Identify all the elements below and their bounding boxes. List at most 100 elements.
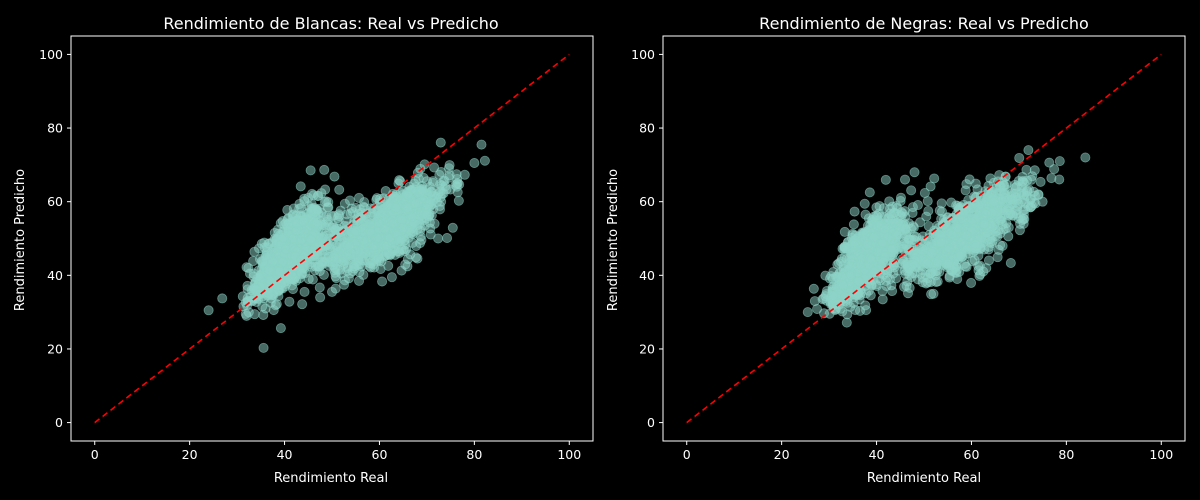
scatter-point: [305, 165, 316, 176]
scatter-point: [416, 234, 427, 245]
scatter-point: [926, 248, 937, 259]
scatter-point: [907, 207, 918, 218]
scatter-point: [860, 209, 871, 220]
scatter-point: [419, 159, 430, 170]
scatter-point: [283, 213, 294, 224]
scatter-point: [879, 224, 890, 235]
x-tick-label: 0: [91, 447, 99, 462]
y-tick-label: 100: [39, 47, 63, 62]
scatter-point: [960, 185, 971, 196]
scatter-point: [344, 241, 355, 252]
scatter-point: [364, 261, 375, 272]
scatter-point: [365, 227, 376, 238]
y-tick-label: 100: [631, 47, 655, 62]
scatter-point: [394, 175, 405, 186]
scatter-point: [429, 218, 440, 229]
scatter-point: [295, 181, 306, 192]
scatter-point: [984, 241, 995, 252]
scatter-point: [961, 230, 972, 241]
y-tick-label: 40: [639, 268, 655, 283]
scatter-point: [264, 266, 275, 277]
scatter-point: [947, 229, 958, 240]
x-tick-label: 60: [964, 447, 980, 462]
scatter-point: [900, 174, 911, 185]
scatter-point: [339, 275, 350, 286]
scatter-point: [296, 267, 307, 278]
scatter-point: [1009, 188, 1020, 199]
scatter-point: [946, 197, 957, 208]
scatter-point: [993, 244, 1004, 255]
scatter-point: [855, 259, 866, 270]
scatter-point: [453, 195, 464, 206]
scatter-point: [258, 342, 269, 353]
scatter-point: [442, 233, 453, 244]
scatter-point: [329, 252, 340, 263]
scatter-point: [275, 283, 286, 294]
reference-line-path: [686, 53, 1162, 424]
scatter-point: [421, 209, 432, 220]
scatter-point: [274, 266, 285, 277]
scatter-point: [398, 223, 409, 234]
scatter-point: [264, 238, 275, 249]
scatter-point: [1028, 186, 1039, 197]
scatter-point: [877, 237, 888, 248]
scatter-point: [376, 208, 387, 219]
scatter-point: [862, 239, 873, 250]
scatter-point: [306, 234, 317, 245]
scatter-point: [1044, 157, 1055, 168]
scatter-point: [973, 250, 984, 261]
scatter-point: [882, 272, 893, 283]
scatter-point: [955, 250, 966, 261]
scatter-point: [952, 273, 963, 284]
scatter-point: [809, 296, 820, 307]
scatter-point: [995, 215, 1006, 226]
scatter-point: [1080, 152, 1091, 163]
chart-title: Rendimiento de Blancas: Real vs Predicho: [163, 14, 498, 33]
scatter-point: [981, 208, 992, 219]
x-tick-label: 20: [774, 447, 790, 462]
scatter-point: [287, 284, 298, 295]
scatter-point: [961, 244, 972, 255]
scatter-point: [869, 267, 880, 278]
scatter-point: [278, 232, 289, 243]
scatter-point: [988, 196, 999, 207]
scatter-point: [985, 173, 996, 184]
scatter-point: [921, 211, 932, 222]
scatter-point: [280, 244, 291, 255]
scatter-point: [900, 268, 911, 279]
scatter-point: [315, 292, 326, 303]
scatter-point: [323, 228, 334, 239]
scatter-point: [350, 226, 361, 237]
scatter-point: [878, 256, 889, 267]
y-tick-label: 80: [47, 121, 63, 136]
chart-panel-blancas: Rendimiento de Blancas: Real vs Predicho…: [13, 14, 594, 486]
scatter-point: [888, 215, 899, 226]
scatter-point: [964, 174, 975, 185]
chart-panel-negras: Rendimiento de Negras: Real vs Predicho …: [606, 14, 1186, 486]
scatter-point: [244, 268, 255, 279]
scatter-point: [396, 265, 407, 276]
scatter-point: [913, 274, 924, 285]
scatter-point: [393, 246, 404, 257]
scatter-point: [996, 186, 1007, 197]
scatter-point: [297, 299, 308, 310]
scatter-point: [908, 259, 919, 270]
scatter-point: [329, 171, 340, 182]
reference-line-path: [94, 53, 570, 424]
scatter-point: [979, 219, 990, 230]
axis-ticks: 0 20 40 60 80 100 0 20 40 60 80 100: [39, 47, 581, 462]
scatter-point: [379, 223, 390, 234]
scatter-point: [268, 305, 279, 316]
scatter-point: [410, 198, 421, 209]
scatter-point: [928, 288, 939, 299]
y-tick-label: 60: [639, 194, 655, 209]
scatter-point: [388, 218, 399, 229]
scatter-point: [921, 258, 932, 269]
scatter-point: [251, 293, 262, 304]
x-tick-label: 100: [1149, 447, 1173, 462]
scatter-point: [999, 205, 1010, 216]
scatter-point: [436, 196, 447, 207]
scatter-point: [838, 279, 849, 290]
scatter-point: [265, 275, 276, 286]
scatter-point: [263, 284, 274, 295]
